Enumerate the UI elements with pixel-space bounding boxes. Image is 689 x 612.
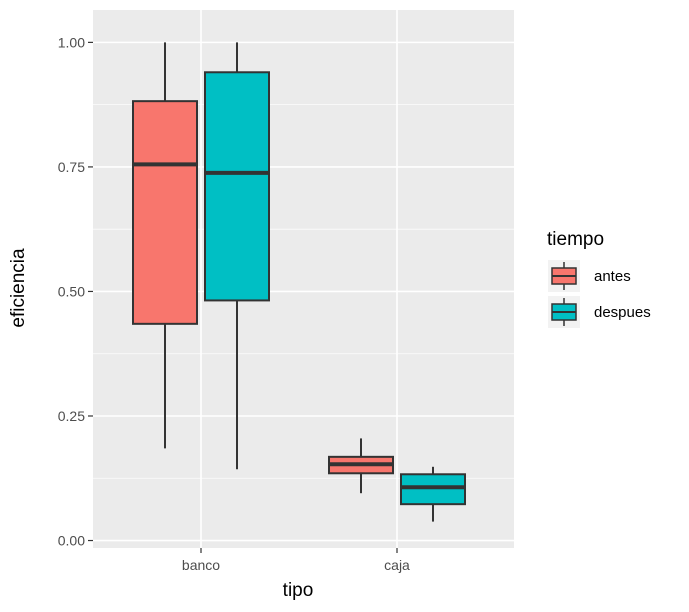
y-tick-label: 0.50 <box>58 283 85 299</box>
x-tick-label: caja <box>384 557 410 573</box>
y-tick-label: 0.00 <box>58 533 85 549</box>
y-tick-label: 1.00 <box>58 34 85 50</box>
x-tick-label: banco <box>182 557 220 573</box>
y-tick-label: 0.75 <box>58 159 85 175</box>
x-axis-title: tipo <box>283 580 314 601</box>
y-tick-label: 0.25 <box>58 408 85 424</box>
box-antes-banco <box>132 42 198 449</box>
legend: tiempo antes despues <box>547 229 651 328</box>
legend-title: tiempo <box>547 229 604 250</box>
legend-items: antes despues <box>548 260 651 328</box>
legend-item-despues: despues <box>548 296 651 328</box>
y-axis: 0.00 0.25 0.50 0.75 1.00 <box>58 34 93 549</box>
y-axis-title: eficiencia <box>8 248 29 328</box>
box-antes-caja <box>328 438 394 494</box>
legend-item-antes: antes <box>548 260 631 292</box>
box-iqr <box>204 71 270 302</box>
box-iqr <box>132 100 198 325</box>
legend-label: despues <box>594 304 651 321</box>
legend-label: antes <box>594 268 631 285</box>
boxplot-series <box>132 42 466 522</box>
x-axis: banco caja <box>182 548 410 573</box>
box-despues-caja <box>400 466 466 522</box>
box-despues-banco <box>204 42 270 470</box>
